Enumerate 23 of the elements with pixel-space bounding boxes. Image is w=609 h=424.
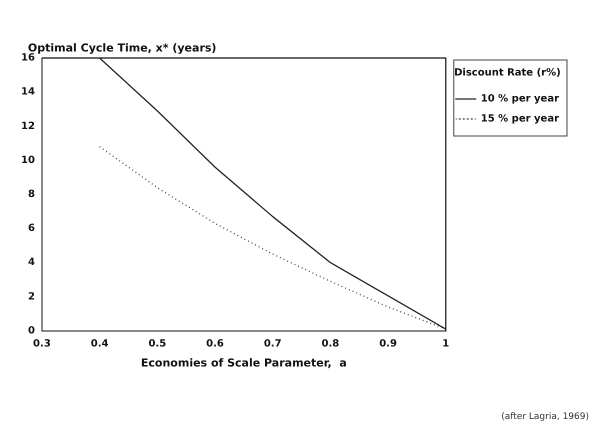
y-tick-label: 8 [28, 188, 35, 200]
x-tick-label: 1 [442, 338, 450, 350]
y-tick-label: 10 [20, 154, 35, 166]
y-tick-label: 4 [28, 257, 35, 268]
y-tick-label: 2 [28, 291, 35, 302]
x-tick-label: 0.4 [90, 338, 109, 350]
y-axis-title: Optimal Cycle Time, x* (years) [28, 41, 216, 54]
legend-label: 10 % per year [480, 94, 560, 105]
y-tick-label: 12 [20, 120, 35, 132]
x-tick-label: 0.8 [322, 338, 340, 350]
y-tick-label: 16 [20, 52, 35, 64]
y-tick-label: 6 [28, 223, 35, 234]
y-tick-label: 0 [28, 325, 35, 336]
y-tick-label: 14 [20, 86, 35, 98]
x-axis-title: Economies of Scale Parameter, a [140, 356, 347, 370]
x-tick-label: 0.5 [148, 338, 166, 350]
text: (after Lagria, 1969) [501, 412, 589, 422]
x-tick-label: 0.9 [379, 338, 397, 350]
x-tick-label: 0.7 [264, 338, 282, 350]
legend-label: 15 % per year [480, 114, 560, 125]
legend-title: Discount Rate (r%) [454, 68, 561, 79]
x-tick-label: 0.3 [33, 338, 51, 350]
x-tick-label: 0.6 [206, 338, 224, 350]
